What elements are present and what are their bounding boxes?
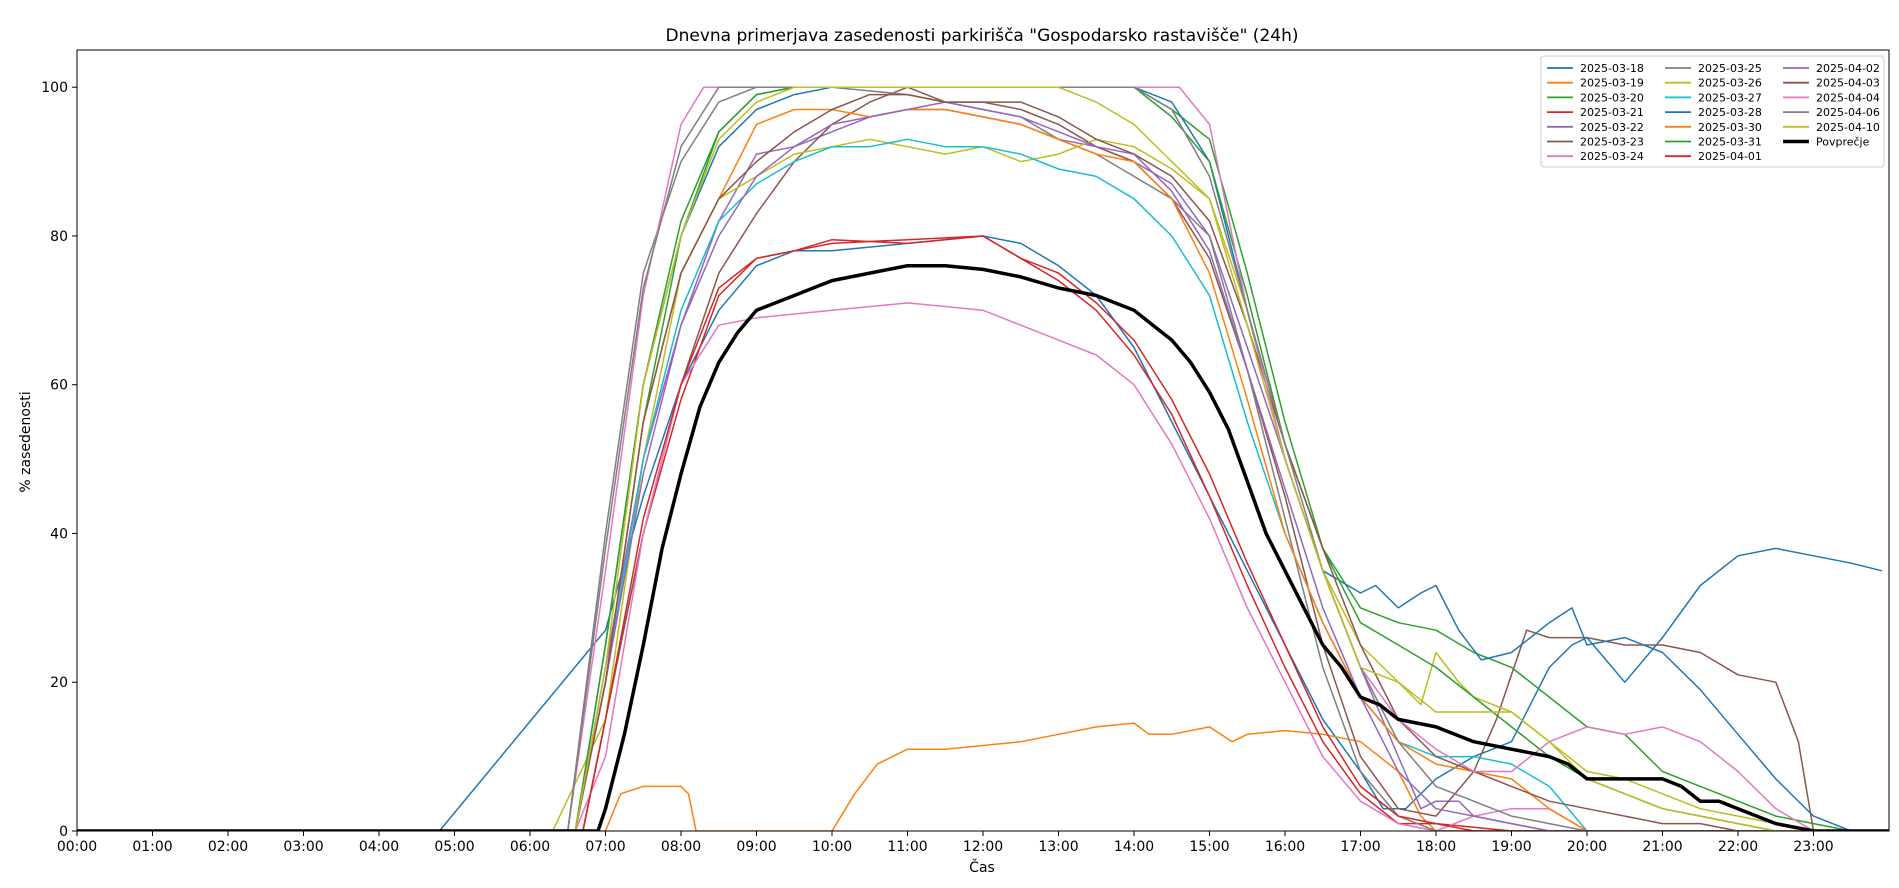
series-line-3 — [77, 235, 1889, 831]
x-tick-label: 22:00 — [1718, 839, 1758, 855]
legend-entry-label: 2025-03-26 — [1698, 77, 1762, 90]
y-axis: 0 20 40 60 80 100 — [41, 80, 77, 840]
series-line-15 — [77, 93, 1889, 831]
x-tick-label: 16:00 — [1265, 839, 1305, 855]
x-tick-label: 14:00 — [1114, 839, 1154, 855]
x-tick-label: 15:00 — [1189, 839, 1229, 855]
series-lines — [77, 86, 1889, 831]
x-tick-label: 18:00 — [1416, 839, 1456, 855]
x-tick-label: 00:00 — [57, 839, 97, 855]
y-tick-label: 0 — [59, 824, 68, 840]
legend-entry-label: 2025-04-01 — [1698, 150, 1762, 163]
legend-entry-label: 2025-03-19 — [1580, 77, 1644, 90]
legend-entry-label: 2025-03-25 — [1698, 62, 1762, 75]
legend-entry-label: 2025-03-30 — [1698, 121, 1762, 134]
legend-entry-label: Povprečje — [1816, 136, 1870, 149]
y-tick-label: 100 — [41, 80, 68, 96]
x-tick-label: 01:00 — [132, 839, 172, 855]
x-tick-label: 21:00 — [1642, 839, 1682, 855]
chart-title: Dnevna primerjava zasedenosti parkirišča… — [666, 26, 1299, 46]
series-line-13 — [77, 235, 1889, 831]
legend-entry-label: 2025-03-31 — [1698, 136, 1762, 149]
x-tick-label: 23:00 — [1793, 839, 1833, 855]
x-tick-label: 17:00 — [1340, 839, 1380, 855]
legend-entry-label: 2025-03-20 — [1580, 91, 1644, 104]
x-tick-label: 06:00 — [510, 839, 550, 855]
x-axis: 00:00 01:00 02:00 03:00 04:00 05:00 06:00 07:00… — [57, 831, 1834, 855]
series-line-1 — [77, 722, 1889, 831]
x-tick-label: 10:00 — [812, 839, 852, 855]
legend-entry-label: 2025-03-27 — [1698, 91, 1762, 104]
legend-entry-label: 2025-04-03 — [1816, 77, 1880, 90]
x-tick-label: 05:00 — [434, 839, 474, 855]
y-tick-label: 80 — [50, 229, 68, 245]
legend-entry-label: 2025-04-02 — [1816, 62, 1880, 75]
y-tick-label: 60 — [50, 378, 68, 394]
series-line-18 — [77, 86, 1889, 831]
legend-box — [1540, 55, 1885, 168]
legend-entry-label: 2025-03-18 — [1580, 62, 1644, 75]
x-tick-label: 04:00 — [359, 839, 399, 855]
x-tick-label: 20:00 — [1567, 839, 1607, 855]
series-line-6 — [77, 302, 1889, 831]
x-tick-label: 11:00 — [887, 839, 927, 855]
y-tick-label: 40 — [50, 526, 68, 542]
x-tick-label: 19:00 — [1491, 839, 1531, 855]
legend-entry-label: 2025-03-28 — [1698, 106, 1762, 119]
x-tick-label: 07:00 — [585, 839, 625, 855]
legend-entry-label: 2025-03-23 — [1580, 136, 1644, 149]
x-tick-label: 13:00 — [1038, 839, 1078, 855]
series-line-17 — [77, 86, 1889, 831]
legend-entry-label: 2025-04-06 — [1816, 106, 1880, 119]
legend-entry-label: 2025-03-24 — [1580, 150, 1644, 163]
series-line-10 — [77, 86, 1889, 831]
x-tick-label: 09:00 — [736, 839, 776, 855]
legend-entry-label: 2025-04-10 — [1816, 121, 1880, 134]
y-axis-label: % zasedenosti — [18, 391, 34, 492]
x-tick-label: 12:00 — [963, 839, 1003, 855]
x-tick-label: 02:00 — [208, 839, 248, 855]
series-line-9 — [77, 138, 1889, 831]
plot-area — [76, 49, 1890, 832]
x-tick-label: 08:00 — [661, 839, 701, 855]
series-line-19 — [77, 263, 1889, 831]
series-line-14 — [77, 101, 1889, 831]
series-line-7 — [77, 86, 1889, 831]
legend-entry-label: 2025-04-04 — [1816, 91, 1880, 104]
legend-entry-label: 2025-03-22 — [1580, 121, 1644, 134]
series-line-5 — [77, 86, 1889, 831]
y-tick-label: 20 — [50, 675, 68, 691]
x-axis-label: Čas — [969, 858, 995, 876]
x-tick-label: 03:00 — [283, 839, 323, 855]
legend-entry-label: 2025-03-21 — [1580, 106, 1644, 119]
